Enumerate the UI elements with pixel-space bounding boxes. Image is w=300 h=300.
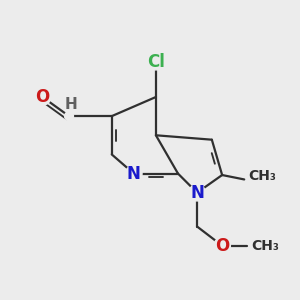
Circle shape: [64, 112, 74, 121]
Text: N: N: [127, 165, 141, 183]
Circle shape: [214, 237, 230, 254]
Text: N: N: [190, 184, 204, 202]
Circle shape: [189, 184, 206, 201]
Text: CH₃: CH₃: [252, 239, 280, 253]
Text: H: H: [64, 97, 77, 112]
Text: CH₃: CH₃: [249, 169, 277, 184]
Circle shape: [126, 165, 142, 182]
Text: O: O: [35, 88, 50, 106]
Circle shape: [148, 53, 164, 70]
Circle shape: [34, 89, 51, 105]
Text: Cl: Cl: [147, 53, 165, 71]
Text: O: O: [215, 237, 229, 255]
